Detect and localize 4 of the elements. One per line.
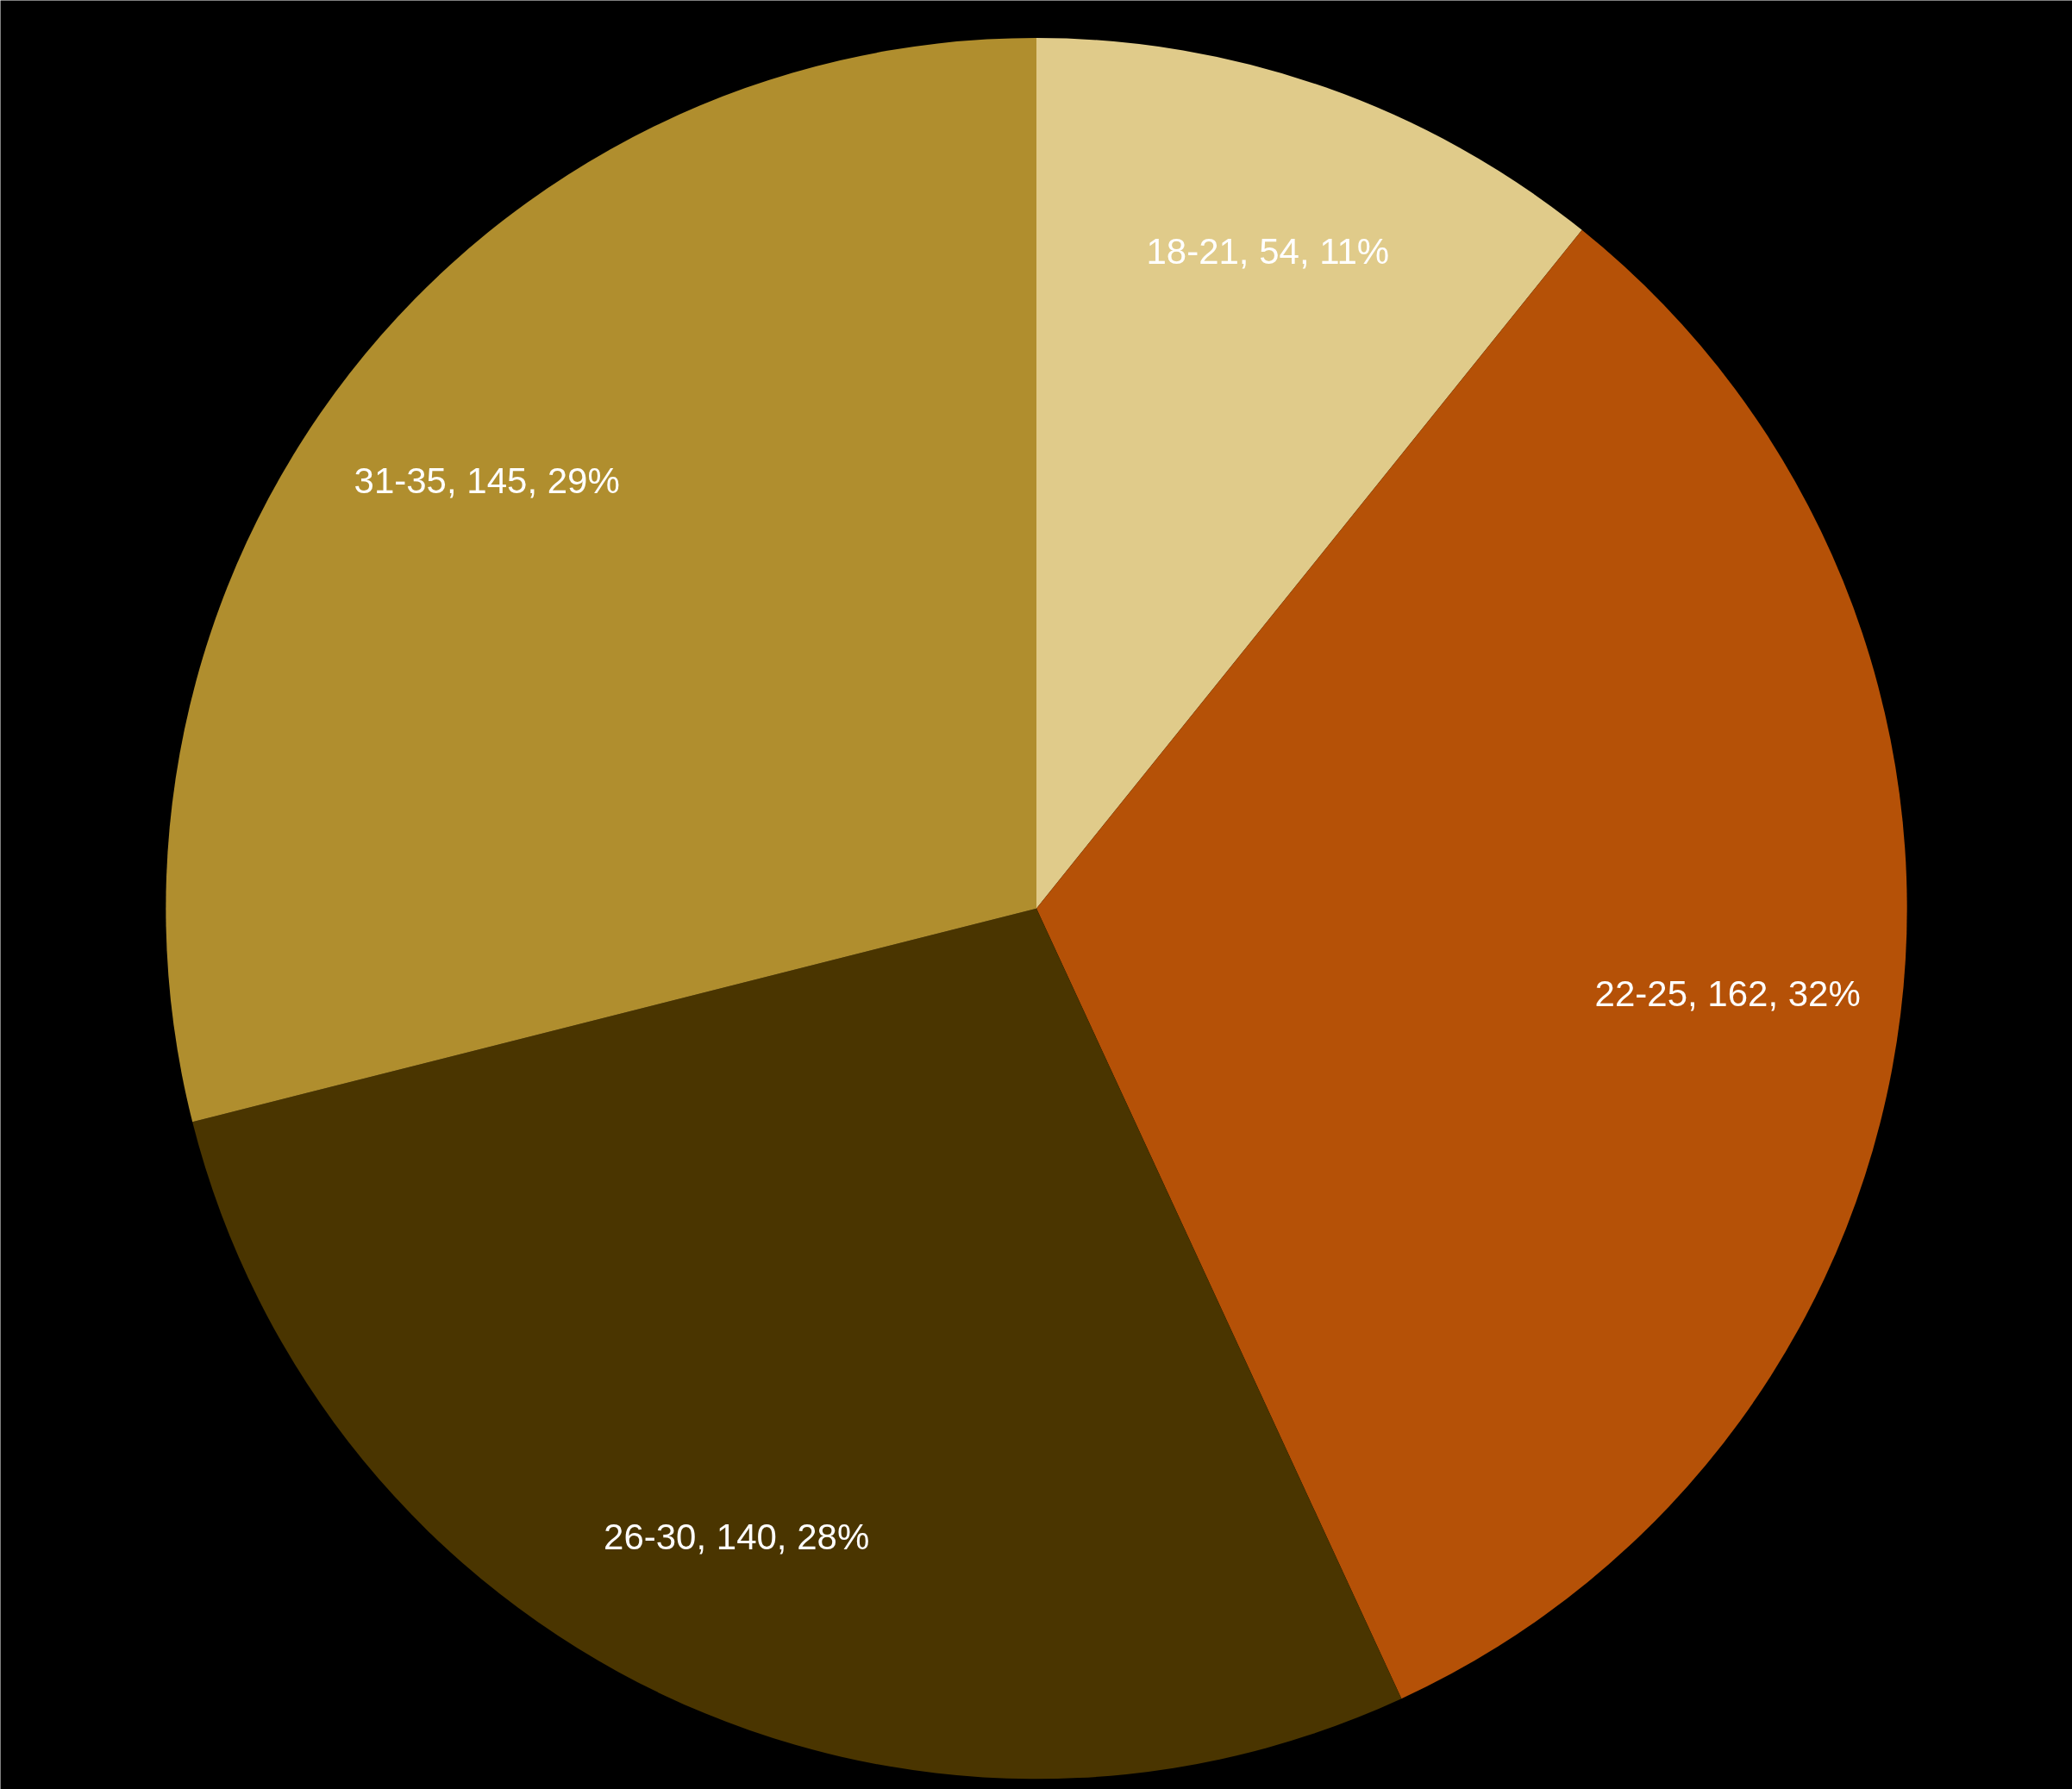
slice-label: 31-35, 145, 29% [354,460,620,501]
slice-label: 22-25, 162, 32% [1594,973,1861,1014]
slice-label: 26-30, 140, 28% [604,1517,870,1558]
slice-label: 18-21, 54, 11% [1146,231,1390,272]
